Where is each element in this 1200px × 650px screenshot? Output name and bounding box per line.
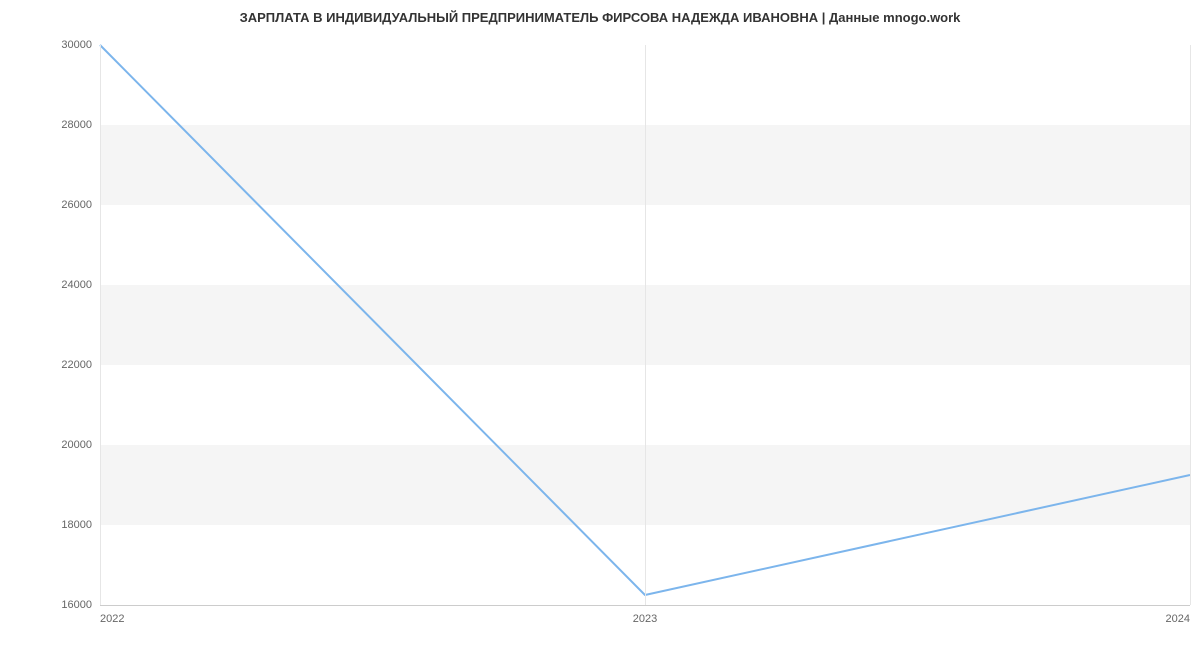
y-tick-label: 26000 [61, 199, 92, 211]
x-axis-line [100, 605, 1190, 606]
x-tick-label: 2022 [100, 613, 124, 625]
chart-container: ЗАРПЛАТА В ИНДИВИДУАЛЬНЫЙ ПРЕДПРИНИМАТЕЛ… [0, 0, 1200, 650]
y-tick-label: 20000 [61, 439, 92, 451]
y-tick-label: 16000 [61, 599, 92, 611]
y-tick-label: 22000 [61, 359, 92, 371]
x-tick-label: 2023 [633, 613, 657, 625]
x-gridline [645, 45, 646, 605]
y-tick-label: 24000 [61, 279, 92, 291]
x-gridline [100, 45, 101, 605]
x-gridline [1190, 45, 1191, 605]
x-tick-label: 2024 [1166, 613, 1190, 625]
y-tick-label: 28000 [61, 119, 92, 131]
chart-title: ЗАРПЛАТА В ИНДИВИДУАЛЬНЫЙ ПРЕДПРИНИМАТЕЛ… [0, 10, 1200, 25]
y-tick-label: 18000 [61, 519, 92, 531]
y-tick-label: 30000 [61, 39, 92, 51]
plot-area: 2022202320241600018000200002200024000260… [100, 45, 1190, 605]
